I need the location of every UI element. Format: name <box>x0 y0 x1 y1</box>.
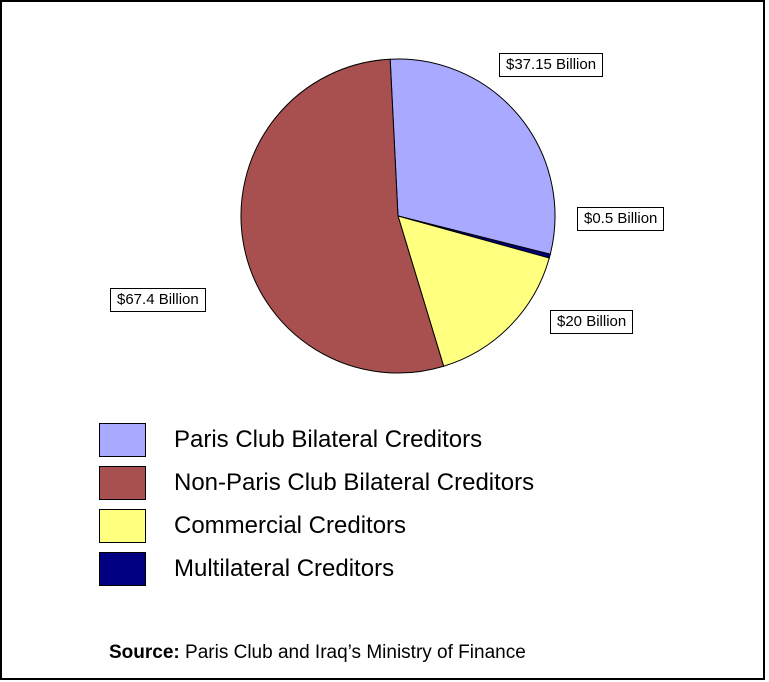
legend-label-non-paris-club: Non-Paris Club Bilateral Creditors <box>174 468 535 496</box>
source-text: Paris Club and Iraq’s Ministry of Financ… <box>185 642 526 663</box>
data-label-non-paris-club: $67.4 Billion <box>110 288 206 312</box>
legend-label-multilateral: Multilateral Creditors <box>174 554 395 582</box>
data-label-paris-club: $37.15 Billion <box>499 53 604 77</box>
legend-item-non-paris-club: Non-Paris Club Bilateral Creditors <box>99 461 534 504</box>
legend-swatch-commercial <box>99 508 146 543</box>
legend-swatch-non-paris-club <box>99 465 146 500</box>
source-label: Source: <box>109 642 180 663</box>
source-note: Source: Paris Club and Iraq’s Ministry o… <box>109 642 526 664</box>
data-label-multilateral: $0.5 Billion <box>577 207 665 231</box>
pie-slices <box>240 58 556 374</box>
pie-slice-commercial-creditors <box>397 215 550 367</box>
pie-slice-non-paris-club-bilateral-creditors <box>240 58 445 374</box>
data-label-commercial: $20 Billion <box>550 310 634 334</box>
legend-item-paris-club: Paris Club Bilateral Creditors <box>99 418 534 461</box>
legend: Paris Club Bilateral Creditors Non-Paris… <box>99 418 534 590</box>
legend-swatch-multilateral <box>99 551 146 586</box>
pie-slice-paris-club-bilateral-creditors <box>389 58 556 255</box>
legend-label-paris-club: Paris Club Bilateral Creditors <box>174 425 483 453</box>
legend-label-commercial: Commercial Creditors <box>174 511 407 539</box>
legend-swatch-paris-club <box>99 422 146 457</box>
legend-item-commercial: Commercial Creditors <box>99 504 534 547</box>
legend-item-multilateral: Multilateral Creditors <box>99 547 534 590</box>
